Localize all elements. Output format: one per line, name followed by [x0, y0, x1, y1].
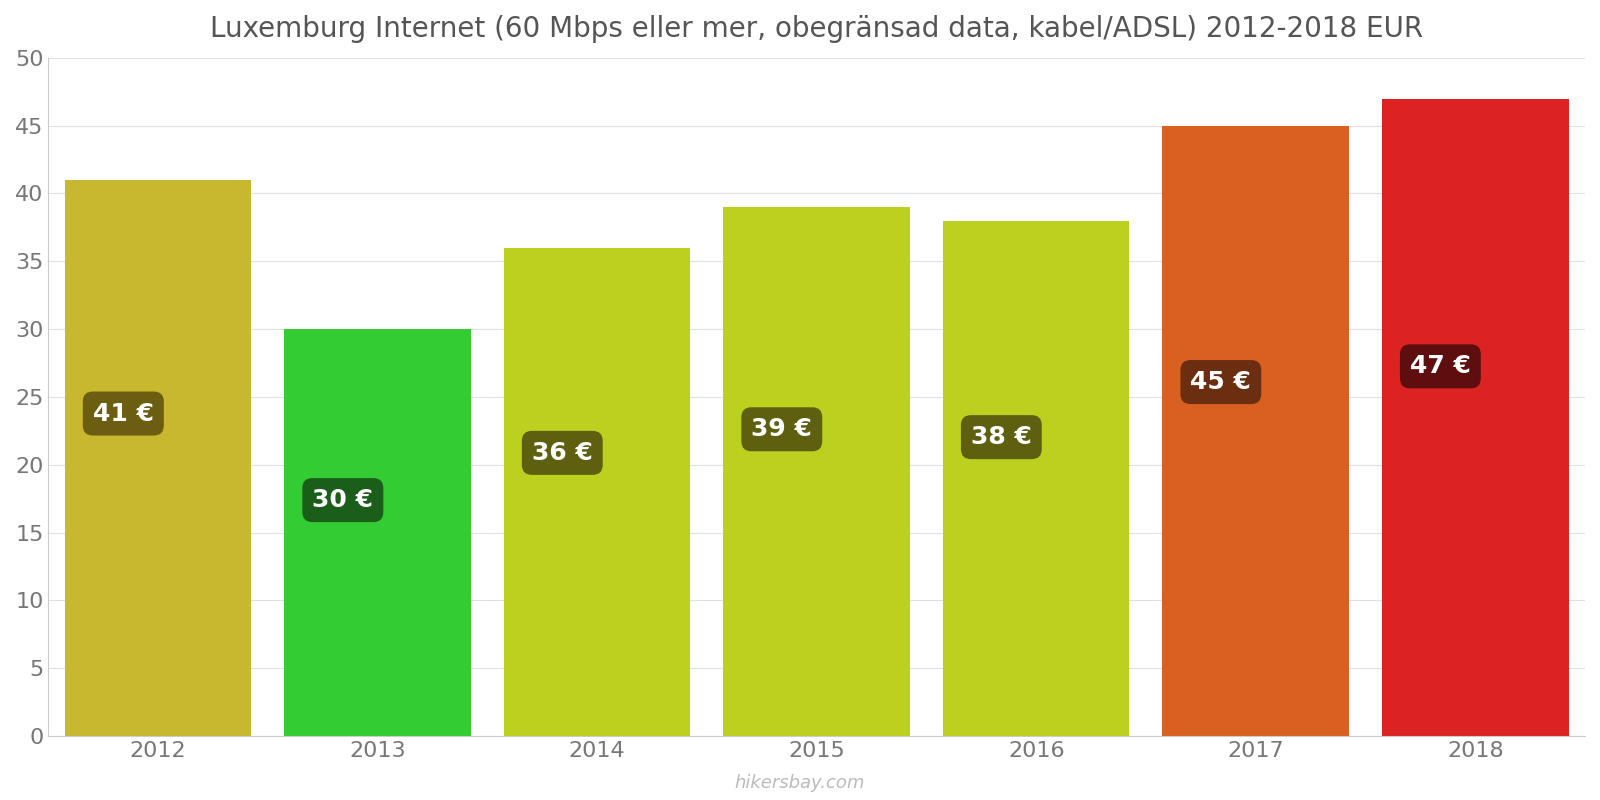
Bar — [1382, 98, 1568, 736]
Text: 45 €: 45 € — [1190, 370, 1251, 394]
Bar — [1163, 126, 1349, 736]
Bar — [285, 329, 470, 736]
Bar — [66, 180, 251, 736]
Text: 36 €: 36 € — [531, 441, 592, 465]
Text: 47 €: 47 € — [1410, 354, 1470, 378]
Bar — [504, 248, 691, 736]
Text: 39 €: 39 € — [752, 418, 813, 442]
Text: 30 €: 30 € — [312, 488, 373, 512]
Text: hikersbay.com: hikersbay.com — [734, 774, 866, 792]
Text: 41 €: 41 € — [93, 402, 154, 426]
Bar — [942, 221, 1130, 736]
Bar — [723, 207, 910, 736]
Title: Luxemburg Internet (60 Mbps eller mer, obegränsad data, kabel/ADSL) 2012-2018 EU: Luxemburg Internet (60 Mbps eller mer, o… — [210, 15, 1424, 43]
Text: 38 €: 38 € — [971, 425, 1032, 449]
